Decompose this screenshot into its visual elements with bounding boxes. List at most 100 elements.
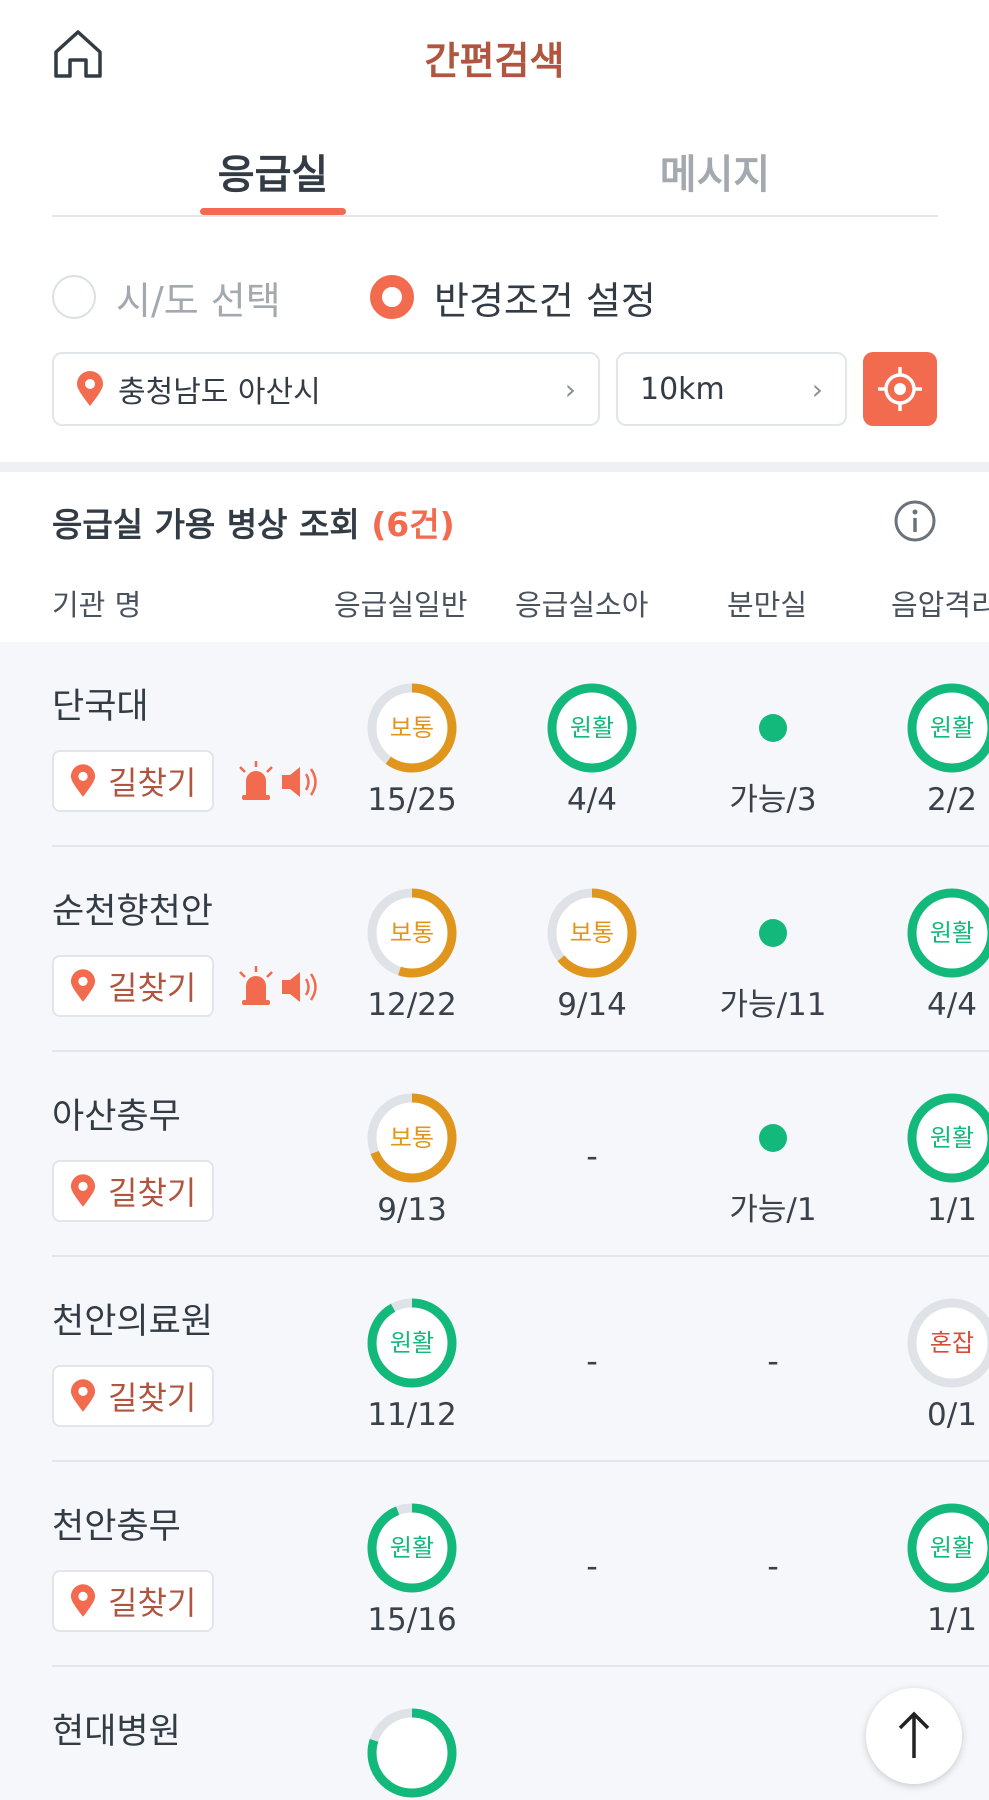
route-button[interactable]: 길찾기 [52, 1365, 215, 1427]
row-divider [52, 1255, 989, 1257]
alert-icons [239, 966, 317, 1005]
radius-value: 10km [640, 371, 725, 407]
bed-count: 12/22 [367, 987, 457, 1023]
radio-label-radius-condition[interactable]: 반경조건 설정 [434, 279, 656, 323]
status-label: 원활 [389, 1329, 435, 1357]
status-label: 보통 [389, 1124, 435, 1152]
home-icon[interactable] [50, 26, 106, 82]
route-label: 길찾기 [108, 1584, 197, 1622]
route-button[interactable]: 길찾기 [52, 1160, 215, 1222]
location-pin-icon [70, 1379, 96, 1412]
hospital-name: 아산충무 [52, 1097, 181, 1137]
tab-message[interactable]: 메시지 [659, 152, 771, 198]
availability-ring [907, 1298, 989, 1388]
bed-count: 9/14 [557, 987, 627, 1023]
route-label: 길찾기 [108, 969, 197, 1007]
result-count: (6건) [371, 505, 455, 544]
bed-count: 15/16 [367, 1602, 457, 1638]
route-button[interactable]: 길찾기 [52, 955, 215, 1017]
bed-count: 11/12 [367, 1397, 457, 1433]
route-label: 길찾기 [108, 764, 197, 802]
siren-icon [239, 966, 273, 1005]
column-header-er-general: 응급실일반 [334, 588, 468, 622]
scroll-to-top-button[interactable] [866, 1688, 962, 1784]
status-label: 혼잡 [929, 1329, 975, 1357]
radio-region-select[interactable] [52, 275, 96, 319]
hospital-name: 천안의료원 [52, 1302, 214, 1342]
bed-count: 4/4 [567, 782, 617, 818]
availability-ring [367, 1503, 457, 1593]
radius-select[interactable]: 10km › [616, 352, 847, 426]
location-value: 충청남도 아산시 [118, 375, 321, 410]
table-row[interactable]: 현대병원 [0, 1667, 989, 1800]
route-button[interactable]: 길찾기 [52, 750, 215, 812]
hospital-name: 현대병원 [52, 1712, 181, 1752]
location-pin-icon [77, 371, 103, 406]
chevron-right-icon: › [811, 372, 823, 406]
row-divider [52, 1050, 989, 1052]
column-header-negative-pressure: 음압격리 [891, 588, 989, 622]
row-divider [52, 1460, 989, 1462]
hospital-list[interactable]: 단국대 길찾기 보통 15/25 원활 4/4 가능/3 원활 2/2 순천향천안 길찾기 보통 12/… [0, 642, 989, 1800]
availability-ring [907, 888, 989, 978]
bed-count: 가능/3 [729, 782, 817, 818]
bed-count: 4/4 [927, 987, 977, 1023]
location-select[interactable]: 충청남도 아산시 › [52, 352, 600, 426]
status-label: 원활 [929, 714, 975, 742]
table-row[interactable]: 순천향천안 길찾기 보통 12/22 보통 9/14 가능/11 원활 4/4 [0, 847, 989, 1052]
route-label: 길찾기 [108, 1379, 197, 1417]
table-row[interactable]: 천안의료원 길찾기 원활 11/12 - - 혼잡 0/1 [0, 1257, 989, 1462]
availability-ring [907, 1093, 989, 1183]
hospital-name: 천안충무 [52, 1507, 181, 1547]
availability-ring [907, 1503, 989, 1593]
availability-ring [547, 683, 637, 773]
location-pin-icon [70, 1584, 96, 1617]
availability-ring [367, 683, 457, 773]
availability-ring [907, 683, 989, 773]
speaker-icon [282, 767, 317, 797]
availability-ring [367, 1298, 457, 1388]
info-icon[interactable] [893, 499, 937, 543]
hospital-name: 단국대 [52, 687, 149, 727]
status-label: 보통 [569, 919, 615, 947]
bed-count: 9/13 [377, 1192, 447, 1228]
bed-count: 가능/11 [719, 987, 827, 1023]
section-title-text: 응급실 가용 병상 조회 [52, 505, 360, 544]
radio-label-region-select[interactable]: 시/도 선택 [116, 279, 281, 323]
table-row[interactable]: 단국대 길찾기 보통 15/25 원활 4/4 가능/3 원활 2/2 [0, 642, 989, 847]
availability-ring [367, 1708, 457, 1798]
no-data-dash: - [767, 1547, 779, 1585]
column-header-delivery-room: 분만실 [727, 588, 808, 622]
status-label: 원활 [389, 1534, 435, 1562]
row-divider [52, 1665, 989, 1667]
status-label: 보통 [389, 714, 435, 742]
availability-ring [547, 888, 637, 978]
siren-icon [239, 761, 273, 800]
row-divider [52, 845, 989, 847]
location-pin-icon [70, 764, 96, 797]
active-tab-indicator [200, 208, 346, 215]
no-data-dash: - [586, 1342, 598, 1380]
tab-divider [52, 215, 938, 217]
crosshair-icon[interactable] [863, 352, 937, 426]
alert-icons [239, 761, 317, 800]
tab-emergency-room[interactable]: 응급실 [217, 152, 329, 198]
table-row[interactable]: 천안충무 길찾기 원활 15/16 - - 원활 1/1 [0, 1462, 989, 1667]
route-button[interactable]: 길찾기 [52, 1570, 215, 1632]
status-label: 원활 [929, 1534, 975, 1562]
arrow-up-icon [898, 1711, 930, 1758]
bed-count: 0/1 [927, 1397, 977, 1433]
table-row[interactable]: 아산충무 길찾기 보통 9/13 - 가능/1 원활 1/1 [0, 1052, 989, 1257]
bed-count: 1/1 [927, 1602, 977, 1638]
location-pin-icon [70, 969, 96, 1002]
chevron-right-icon: › [564, 372, 576, 406]
available-dot [759, 1124, 787, 1152]
column-header-institution: 기관 명 [52, 588, 142, 622]
radio-radius-condition[interactable] [370, 275, 414, 319]
bed-count: 2/2 [927, 782, 977, 818]
route-label: 길찾기 [108, 1174, 197, 1212]
status-label: 원활 [929, 1124, 975, 1152]
bed-count: 가능/1 [729, 1192, 817, 1228]
page-title: 간편검색 [424, 39, 565, 83]
status-label: 원활 [929, 919, 975, 947]
